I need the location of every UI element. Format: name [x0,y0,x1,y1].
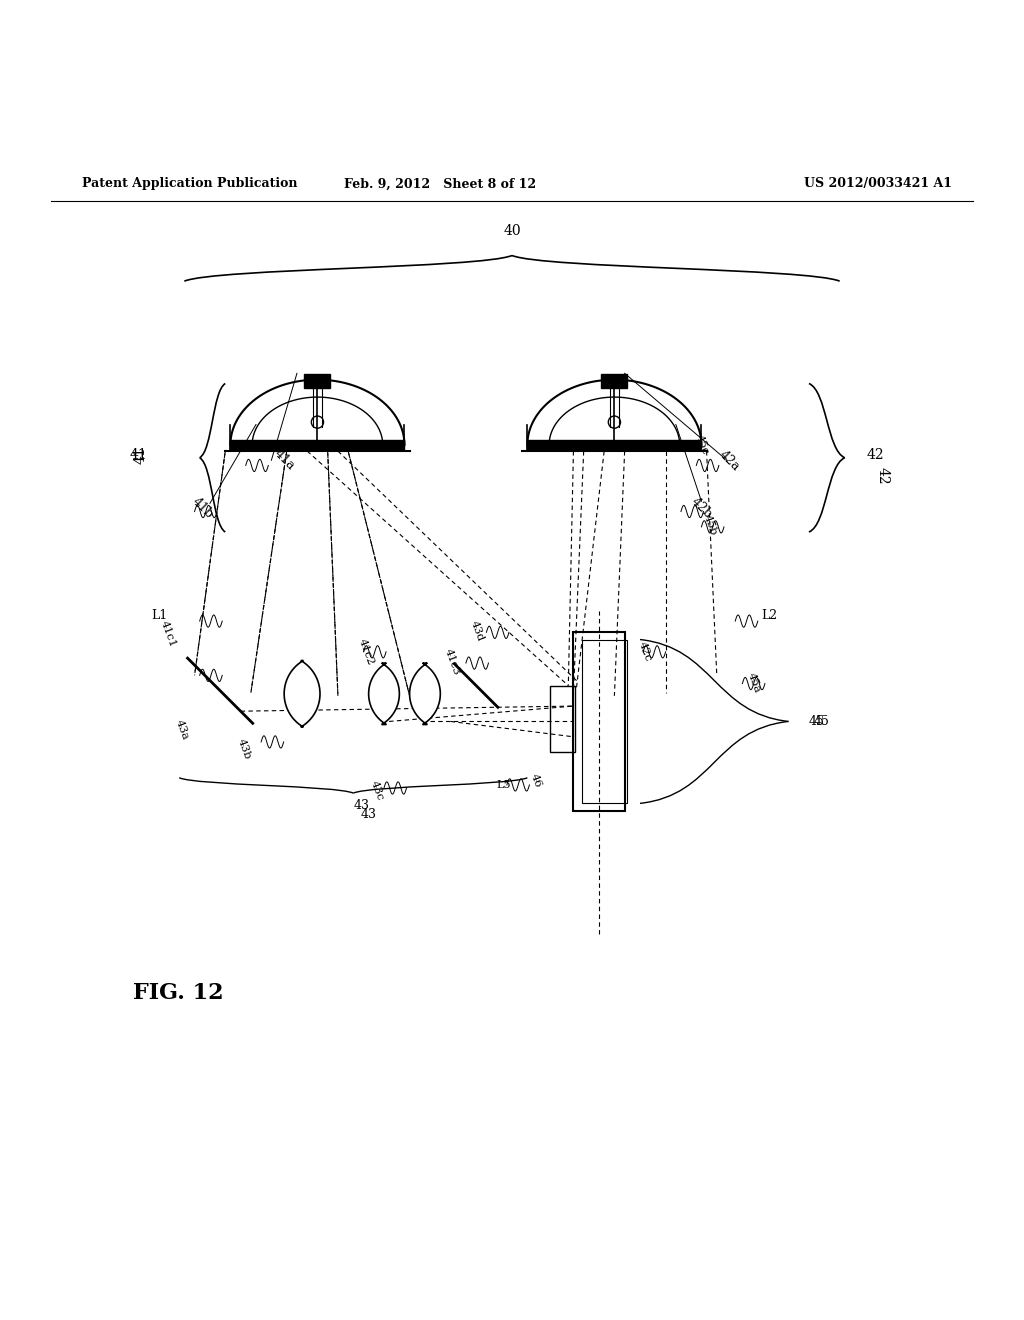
Text: 41a: 41a [271,447,297,474]
Text: 45c: 45c [694,433,711,457]
Text: L5: L5 [497,780,511,789]
Polygon shape [285,660,319,727]
Text: Feb. 9, 2012   Sheet 8 of 12: Feb. 9, 2012 Sheet 8 of 12 [344,177,537,190]
Text: 45a: 45a [745,671,762,694]
Text: 43a: 43a [174,718,190,741]
Text: US 2012/0033421 A1: US 2012/0033421 A1 [804,177,952,190]
Text: 43: 43 [360,808,377,821]
Text: 41b: 41b [189,495,216,521]
Text: FIG. 12: FIG. 12 [133,982,224,1003]
Bar [582,640,627,803]
Bar [304,375,331,388]
Text: L2: L2 [761,610,777,623]
Text: 42b: 42b [688,495,715,521]
Polygon shape [369,663,399,725]
Text: 43c: 43c [369,780,385,803]
Bar [527,440,701,450]
Text: 42a: 42a [717,447,742,473]
Text: 41c2: 41c2 [356,638,375,667]
Text: 42c: 42c [637,640,653,663]
Bar [550,685,575,752]
Polygon shape [410,663,440,725]
Bar [230,440,404,450]
Text: L1: L1 [152,610,168,623]
Text: 41c1: 41c1 [159,619,177,649]
Text: 41c3: 41c3 [442,647,461,677]
Text: 45: 45 [809,715,825,727]
Text: 43b: 43b [236,738,252,760]
Text: 42: 42 [876,467,890,484]
Bar [573,632,625,810]
Text: 42: 42 [866,449,885,462]
Text: Patent Application Publication: Patent Application Publication [82,177,297,190]
Text: 46: 46 [528,772,543,789]
Text: 45: 45 [814,715,830,727]
Text: 41: 41 [133,446,147,465]
Text: 40: 40 [503,224,521,238]
Text: 41: 41 [129,449,147,462]
Text: 43d: 43d [469,619,485,643]
Text: 43: 43 [353,799,370,812]
Text: 45b: 45b [701,513,718,537]
Bar [601,375,628,388]
